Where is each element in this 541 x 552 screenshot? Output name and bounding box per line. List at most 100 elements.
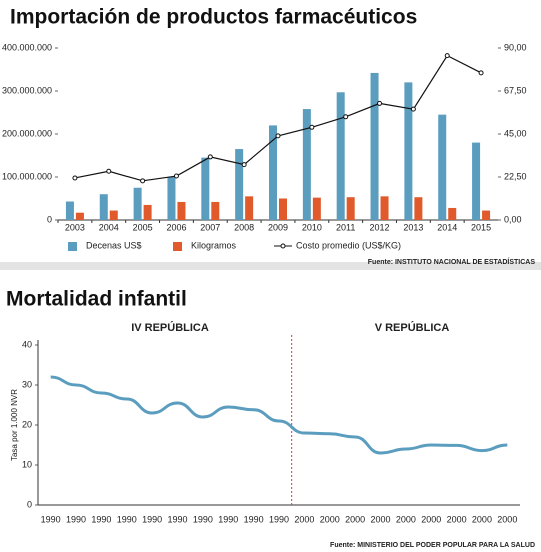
bar [380, 196, 389, 220]
x-tick-label: 2000 [497, 514, 517, 524]
bar [211, 201, 220, 220]
annotation: IV REPÚBLICA [131, 321, 209, 334]
bar [472, 142, 481, 220]
chart-title: Importación de productos farmacéuticos [10, 6, 417, 29]
legend-swatch [280, 243, 286, 249]
x-tick-label: 1990 [244, 514, 264, 524]
y-tick-label: 10 [22, 459, 32, 469]
x-tick-label: 2000 [345, 514, 365, 524]
x-tick-label: 1990 [41, 514, 61, 524]
x-tick-label: 2000 [396, 514, 416, 524]
y2-tick-label: 22,50 [504, 171, 527, 181]
point [444, 53, 450, 59]
y2-tick-label: 0,00 [504, 214, 522, 224]
x-tick-label: 2011 [336, 222, 355, 232]
x-tick-label: 1990 [66, 514, 86, 524]
x-tick-label: 2006 [166, 222, 186, 232]
legend-label: Decenas US$ [86, 240, 142, 250]
point [72, 175, 78, 181]
y-tick-label: 300.000.000 [2, 85, 52, 95]
chart-title: Mortalidad infantil [6, 288, 187, 311]
y-tick-label: 400.000.000 [2, 42, 52, 52]
x-tick-label: 2010 [302, 222, 322, 232]
bar [438, 114, 447, 220]
bar [370, 72, 379, 220]
x-tick-label: 2000 [320, 514, 340, 524]
point [241, 162, 247, 168]
x-tick-label: 2014 [437, 222, 457, 232]
point [106, 168, 112, 174]
point [140, 178, 146, 184]
source: Fuente: MINISTERIO DEL PODER POPULAR PAR… [330, 542, 535, 549]
line [50, 375, 508, 455]
x-tick-label: 2009 [268, 222, 288, 232]
bar [279, 198, 287, 220]
x-tick-label: 2005 [133, 222, 153, 232]
bar [414, 197, 423, 220]
point [478, 70, 484, 76]
x-tick-label: 2004 [99, 222, 119, 232]
separator [0, 262, 541, 270]
y-tick-label: 0 [47, 214, 52, 224]
x-tick-label: 1990 [218, 514, 238, 524]
y-tick-label: 0 [27, 499, 32, 509]
y-tick-label: 30 [22, 379, 32, 389]
point [343, 114, 349, 120]
point [275, 133, 281, 139]
line [74, 54, 482, 182]
bar [404, 82, 413, 221]
x-tick-label: 2003 [65, 222, 85, 232]
legend-swatch [68, 242, 77, 251]
x-tick-label: 2000 [447, 514, 467, 524]
bar [177, 201, 186, 220]
y-axis-label: Tasa por 1.000 NVR [10, 389, 19, 461]
x-tick-label: 1990 [117, 514, 137, 524]
x-tick-label: 2008 [234, 222, 254, 232]
point [377, 100, 383, 106]
y2-tick-label: 45,00 [504, 128, 527, 138]
x-tick-label: 1990 [91, 514, 111, 524]
x-tick-label: 2012 [370, 222, 390, 232]
x-tick-label: 1990 [142, 514, 162, 524]
y2-tick-label: 90,00 [504, 42, 527, 52]
bar [167, 177, 176, 220]
annotation: V REPÚBLICA [375, 321, 450, 334]
x-tick-label: 2015 [471, 222, 491, 232]
bar [269, 125, 277, 220]
point [309, 124, 315, 130]
bar [143, 204, 152, 220]
y-tick-label: 40 [22, 339, 32, 349]
legend-label: Costo promedio (US$/KG) [296, 240, 401, 250]
bar [302, 109, 311, 220]
legend-label: Kilogramos [191, 240, 237, 250]
y-tick-label: 20 [22, 419, 32, 429]
x-tick-label: 2007 [200, 222, 220, 232]
bar [109, 210, 118, 220]
bar [482, 210, 491, 220]
point [410, 106, 416, 112]
bar [346, 197, 355, 220]
bar [99, 194, 108, 220]
bar [133, 187, 142, 220]
bar [312, 197, 321, 220]
x-tick-label: 2000 [370, 514, 390, 524]
bar [65, 201, 74, 220]
point [207, 154, 213, 160]
bar [235, 149, 244, 220]
source: Fuente: INSTITUTO NACIONAL DE ESTADÍSTIC… [368, 257, 536, 266]
legend-swatch [173, 242, 182, 251]
x-tick-label: 2000 [472, 514, 492, 524]
bar [75, 212, 84, 220]
x-tick-label: 2013 [403, 222, 423, 232]
x-tick-label: 1990 [269, 514, 289, 524]
bar [245, 196, 254, 220]
bar [336, 92, 345, 220]
point [173, 173, 179, 179]
x-tick-label: 2000 [421, 514, 441, 524]
bar [201, 157, 210, 220]
bar [448, 207, 457, 220]
y-tick-label: 100.000.000 [2, 171, 52, 181]
x-tick-label: 1990 [193, 514, 213, 524]
y2-tick-label: 67,50 [504, 85, 527, 95]
